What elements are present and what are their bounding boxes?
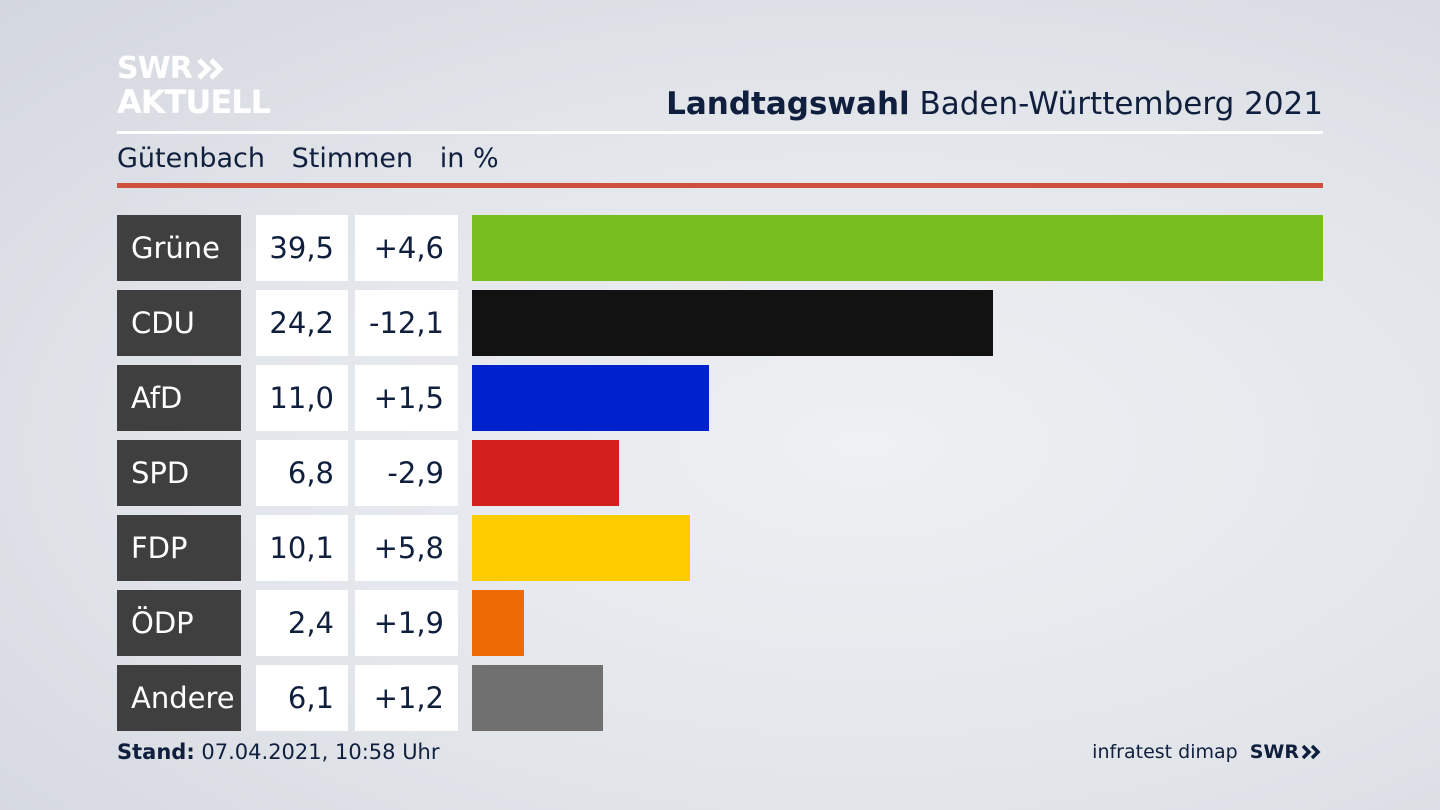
- footer-swr-logo: SWR: [1250, 741, 1323, 763]
- vote-share-value: 39,5: [256, 215, 348, 281]
- logo-swr-text: SWR: [117, 51, 193, 86]
- vote-share-value: 6,8: [256, 440, 348, 506]
- double-chevron-right-icon: [197, 58, 224, 80]
- party-label: SPD: [117, 440, 241, 506]
- party-label: Grüne: [117, 215, 241, 281]
- stand-value: 07.04.2021, 10:58 Uhr: [201, 740, 440, 764]
- vote-share-value: 6,1: [256, 665, 348, 731]
- vote-share-value: 10,1: [256, 515, 348, 581]
- source-credit: infratest dimap SWR: [1092, 741, 1323, 763]
- party-label: CDU: [117, 290, 241, 356]
- bar: [472, 440, 619, 506]
- bar: [472, 290, 993, 356]
- change-value: +5,8: [355, 515, 458, 581]
- unit-label: in %: [439, 143, 499, 174]
- party-label: Andere: [117, 665, 241, 731]
- party-label: FDP: [117, 515, 241, 581]
- logo-aktuell-text: AKTUELL: [117, 83, 271, 121]
- bar: [472, 515, 690, 581]
- measure-label: Stimmen: [291, 143, 414, 174]
- bar: [472, 665, 603, 731]
- header-divider: [117, 131, 1323, 134]
- change-value: -2,9: [355, 440, 458, 506]
- double-chevron-right-icon: [1301, 744, 1321, 760]
- party-label: AfD: [117, 365, 241, 431]
- vote-share-value: 24,2: [256, 290, 348, 356]
- bar: [472, 215, 1323, 281]
- title-rest: Baden-Württemberg 2021: [919, 86, 1323, 122]
- change-value: +1,2: [355, 665, 458, 731]
- chart-subtitle: Gütenbach Stimmen in %: [117, 143, 517, 174]
- footer-swr-text: SWR: [1249, 741, 1299, 763]
- bar: [472, 590, 524, 656]
- source-text: infratest dimap: [1092, 741, 1238, 763]
- bar: [472, 365, 709, 431]
- page-title: Landtagswahl Baden-Württemberg 2021: [666, 86, 1323, 122]
- vote-share-value: 2,4: [256, 590, 348, 656]
- change-value: +1,9: [355, 590, 458, 656]
- change-value: -12,1: [355, 290, 458, 356]
- change-value: +4,6: [355, 215, 458, 281]
- title-bold: Landtagswahl: [666, 86, 910, 122]
- timestamp: Stand: 07.04.2021, 10:58 Uhr: [117, 740, 440, 764]
- party-label: ÖDP: [117, 590, 241, 656]
- swr-aktuell-logo: SWR AKTUELL: [117, 51, 271, 121]
- change-value: +1,5: [355, 365, 458, 431]
- stand-label: Stand:: [117, 740, 195, 764]
- vote-share-value: 11,0: [256, 365, 348, 431]
- accent-divider: [117, 183, 1323, 188]
- place-name: Gütenbach: [117, 143, 265, 174]
